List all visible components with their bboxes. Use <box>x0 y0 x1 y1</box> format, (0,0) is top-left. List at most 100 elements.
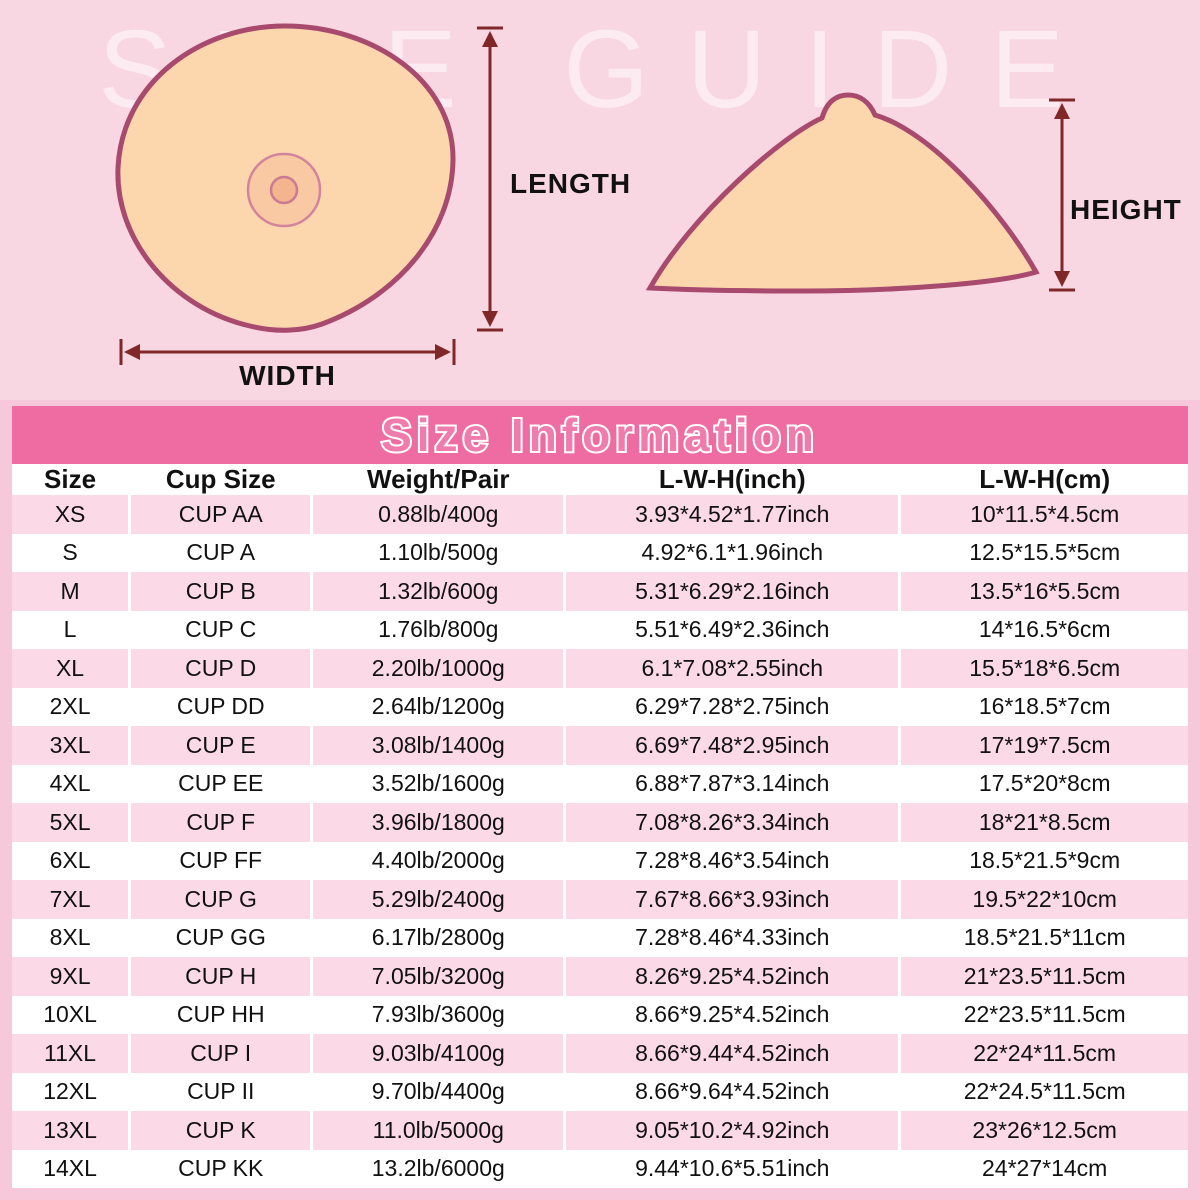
size-table-body: XS CUP AA 0.88lb/400g 3.93*4.52*1.77inch 10*… <box>12 495 1188 1188</box>
width-label: WIDTH <box>239 360 336 391</box>
table-row: 7XL CUP G 5.29lb/2400g 7.67*8.66*3.93inch 19… <box>12 880 1188 919</box>
table-cell: 5.29lb/2400g <box>310 880 565 919</box>
size-info-section: Size Information Size Cup Size Weight/Pa… <box>0 400 1200 1200</box>
table-cell: 7.28*8.46*4.33inch <box>563 918 900 957</box>
length-arrow <box>477 26 503 332</box>
table-cell: 15.5*18*6.5cm <box>898 649 1188 688</box>
header-lwh-cm: L-W-H(cm) <box>898 464 1188 495</box>
diagram-area: SIZE GUIDE <box>0 0 1200 400</box>
width-arrow <box>119 339 456 365</box>
table-cell: 10XL <box>43 1001 97 1028</box>
table-row: 14XL CUP KK 13.2lb/6000g 9.44*10.6*5.51inch… <box>12 1149 1188 1188</box>
table-cell: 18.5*21.5*11cm <box>898 918 1188 957</box>
table-cell: 9.70lb/4400g <box>310 1072 565 1111</box>
table-cell: 18*21*8.5cm <box>898 803 1188 842</box>
table-cell: S <box>62 539 78 566</box>
table-cell: CUP D <box>128 649 312 688</box>
table-cell: 22*23.5*11.5cm <box>898 995 1188 1034</box>
table-cell: CUP DD <box>128 687 312 726</box>
table-cell: CUP I <box>128 1034 312 1073</box>
table-cell: 14*16.5*6cm <box>898 610 1188 649</box>
height-label: HEIGHT <box>1070 194 1182 225</box>
size-table: Size Cup Size Weight/Pair L-W-H(inch) L-… <box>12 464 1188 1188</box>
table-cell: 13XL <box>43 1116 97 1143</box>
table-cell: 7XL <box>49 885 91 912</box>
table-row: 12XL CUP II 9.70lb/4400g 8.66*9.64*4.52inch… <box>12 1072 1188 1111</box>
table-cell: 4XL <box>49 770 91 797</box>
table-cell: 7.67*8.66*3.93inch <box>563 880 900 919</box>
table-cell: 7.05lb/3200g <box>310 957 565 996</box>
table-cell: 17.5*20*8cm <box>898 764 1188 803</box>
table-cell: CUP GG <box>128 918 312 957</box>
height-arrow <box>1049 98 1075 292</box>
table-cell: CUP KK <box>128 1149 312 1188</box>
table-cell: CUP G <box>128 880 312 919</box>
table-cell: CUP HH <box>128 995 312 1034</box>
table-cell: XL <box>55 654 85 681</box>
table-cell: 2.64lb/1200g <box>310 687 565 726</box>
table-cell: 7.93lb/3600g <box>310 995 565 1034</box>
table-row: 8XL CUP GG 6.17lb/2800g 7.28*8.46*4.33inch 1… <box>12 918 1188 957</box>
table-cell: 9.03lb/4100g <box>310 1034 565 1073</box>
section-title: Size Information <box>12 406 1188 464</box>
table-cell: 6.69*7.48*2.95inch <box>563 726 900 765</box>
table-cell: 1.32lb/600g <box>310 572 565 611</box>
table-cell: 6.17lb/2800g <box>310 918 565 957</box>
table-cell: 12XL <box>43 1078 97 1105</box>
table-row: 9XL CUP H 7.05lb/3200g 8.26*9.25*4.52inch 21… <box>12 957 1188 996</box>
table-cell: 9.05*10.2*4.92inch <box>563 1111 900 1150</box>
table-cell: 3XL <box>49 731 91 758</box>
table-cell: 7.28*8.46*3.54inch <box>563 841 900 880</box>
table-cell: 8.66*9.64*4.52inch <box>563 1072 900 1111</box>
table-cell: 3.08lb/1400g <box>310 726 565 765</box>
table-cell: CUP II <box>128 1072 312 1111</box>
table-cell: 4.92*6.1*1.96inch <box>563 533 900 572</box>
table-cell: 4.40lb/2000g <box>310 841 565 880</box>
header-row: Size Cup Size Weight/Pair L-W-H(inch) L-… <box>12 464 1188 495</box>
table-cell: 9XL <box>49 962 91 989</box>
table-cell: CUP K <box>128 1111 312 1150</box>
table-row: M CUP B 1.32lb/600g 5.31*6.29*2.16inch 13.5*… <box>12 572 1188 611</box>
table-cell: 9.44*10.6*5.51inch <box>563 1149 900 1188</box>
table-cell: 6.1*7.08*2.55inch <box>563 649 900 688</box>
table-cell: CUP A <box>128 533 312 572</box>
table-cell: 19.5*22*10cm <box>898 880 1188 919</box>
table-cell: 12.5*15.5*5cm <box>898 533 1188 572</box>
table-cell: 5XL <box>49 808 91 835</box>
size-table-header: Size Cup Size Weight/Pair L-W-H(inch) L-… <box>12 464 1188 495</box>
table-cell: 3.96lb/1800g <box>310 803 565 842</box>
table-cell: 11XL <box>44 1039 97 1066</box>
table-row: XS CUP AA 0.88lb/400g 3.93*4.52*1.77inch 10*… <box>12 495 1188 534</box>
table-cell: 6XL <box>49 847 91 874</box>
length-label: LENGTH <box>510 168 632 199</box>
table-cell: 11.0lb/5000g <box>310 1111 565 1150</box>
table-cell: CUP AA <box>128 495 312 534</box>
table-cell: L <box>63 616 77 643</box>
size-diagram-illustration <box>115 23 1075 365</box>
table-cell: 24*27*14cm <box>898 1149 1188 1188</box>
table-cell: 5.51*6.49*2.36inch <box>563 610 900 649</box>
table-cell: 8.26*9.25*4.52inch <box>563 957 900 996</box>
table-cell: CUP H <box>128 957 312 996</box>
table-row: XL CUP D 2.20lb/1000g 6.1*7.08*2.55inch 15.5… <box>12 649 1188 688</box>
table-row: 3XL CUP E 3.08lb/1400g 6.69*7.48*2.95inch 17… <box>12 726 1188 765</box>
table-row: 13XL CUP K 11.0lb/5000g 9.05*10.2*4.92inch 2… <box>12 1111 1188 1150</box>
table-row: 4XL CUP EE 3.52lb/1600g 6.88*7.87*3.14inch 1… <box>12 764 1188 803</box>
table-cell: 8XL <box>49 924 91 951</box>
table-cell: CUP FF <box>128 841 312 880</box>
table-cell: 6.88*7.87*3.14inch <box>563 764 900 803</box>
header-cup-size: Cup Size <box>128 464 312 495</box>
table-cell: 3.52lb/1600g <box>310 764 565 803</box>
header-lwh-inch: L-W-H(inch) <box>563 464 900 495</box>
table-cell: 10*11.5*4.5cm <box>898 495 1188 534</box>
table-cell: 0.88lb/400g <box>310 495 565 534</box>
table-row: L CUP C 1.76lb/800g 5.51*6.49*2.36inch 14*16… <box>12 610 1188 649</box>
table-cell: 18.5*21.5*9cm <box>898 841 1188 880</box>
table-row: 6XL CUP FF 4.40lb/2000g 7.28*8.46*3.54inch 1… <box>12 841 1188 880</box>
header-weight-pair: Weight/Pair <box>310 464 565 495</box>
table-row: 11XL CUP I 9.03lb/4100g 8.66*9.44*4.52inch 2… <box>12 1034 1188 1073</box>
table-cell: 2XL <box>49 693 91 720</box>
breast-form-side-view-icon <box>645 92 1040 294</box>
table-cell: 5.31*6.29*2.16inch <box>563 572 900 611</box>
